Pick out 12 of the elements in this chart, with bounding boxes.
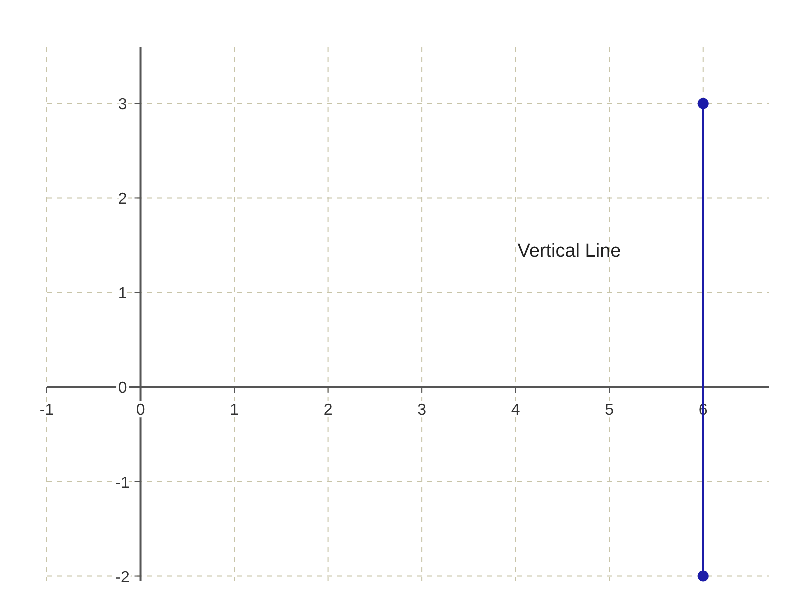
x-tick-label: 5 [605,402,614,420]
y-tick-label: 3 [118,96,128,114]
annotation: Vertical Line [518,240,622,262]
x-tick-label: -1 [40,402,54,420]
x-tick-label: 2 [324,402,333,420]
x-tick-label: 1 [230,402,240,420]
y-tick-label: 2 [118,191,128,208]
y-tick-label: -1 [116,474,130,492]
x-tick-label: 4 [511,402,520,420]
y-tick-label: -2 [116,569,130,586]
x-tick-label: 3 [418,402,427,420]
y-tick-label: 1 [118,286,128,303]
